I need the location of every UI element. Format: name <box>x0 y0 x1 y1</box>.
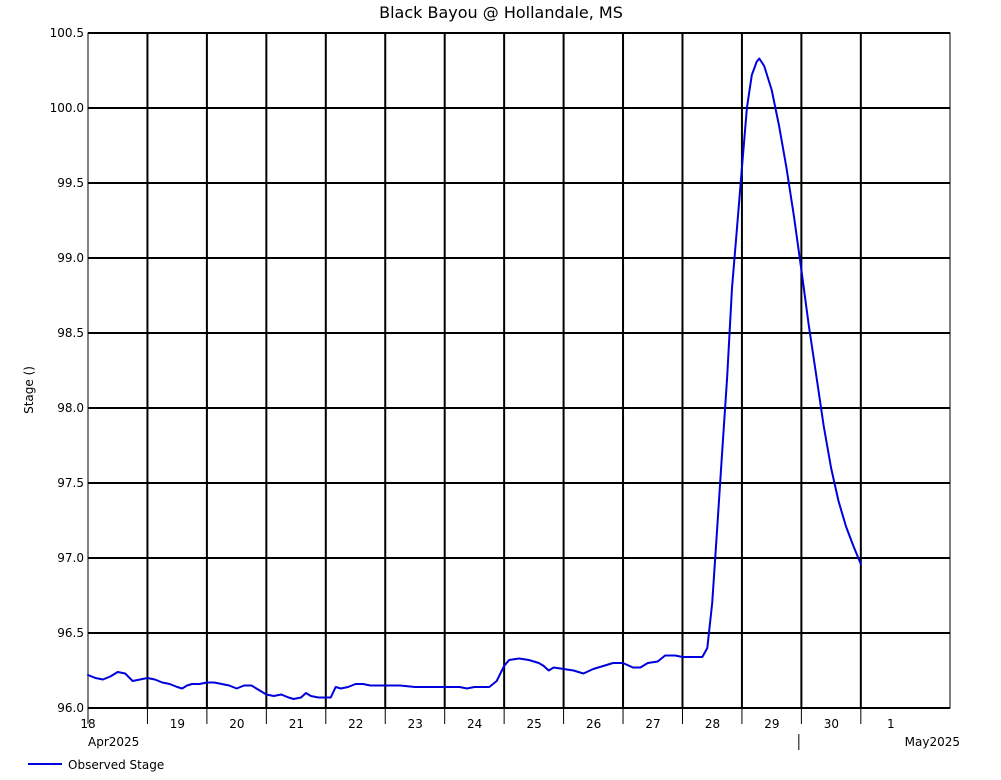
x-tick-label: 28 <box>705 717 720 731</box>
x-tick-label: 22 <box>348 717 363 731</box>
x-tick-label: 1 <box>887 717 895 731</box>
y-axis-label: Stage () <box>22 366 36 414</box>
y-tick-label: 96.0 <box>57 701 84 715</box>
axis-tick-labels: 96.0 96.5 97.0 97.5 98.0 98.5 99.0 99.5 100.0 100… <box>50 26 960 749</box>
x-tick-label: 29 <box>764 717 779 731</box>
x-tick-label: 23 <box>408 717 423 731</box>
x-tick-label: 25 <box>526 717 541 731</box>
y-tick-label: 98.5 <box>57 326 84 340</box>
series-layer <box>87 57 862 700</box>
x-tick-label: 26 <box>586 717 601 731</box>
x-tick-label: 18 <box>80 717 95 731</box>
x-tick-label: 24 <box>467 717 482 731</box>
y-tick-label: 100.0 <box>50 101 84 115</box>
y-tick-label: 99.0 <box>57 251 84 265</box>
y-tick-label: 96.5 <box>57 626 84 640</box>
grid-lines <box>87 32 951 750</box>
x-tick-label: 19 <box>170 717 185 731</box>
y-tick-label: 98.0 <box>57 401 84 415</box>
y-tick-label: 97.0 <box>57 551 84 565</box>
x-tick-label: 27 <box>645 717 660 731</box>
y-tick-label: 100.5 <box>50 26 84 40</box>
x-tick-label: 30 <box>824 717 839 731</box>
month-label-apr: Apr2025 <box>88 735 139 749</box>
month-label-may: May2025 <box>905 735 960 749</box>
y-tick-label: 97.5 <box>57 476 84 490</box>
chart-title: Black Bayou @ Hollandale, MS <box>379 3 623 22</box>
x-tick-label: 20 <box>229 717 244 731</box>
legend: Observed Stage <box>28 758 164 772</box>
x-tick-label: 21 <box>289 717 304 731</box>
y-tick-label: 99.5 <box>57 176 84 190</box>
legend-label-observed-stage: Observed Stage <box>68 758 164 772</box>
series-line-observed-stage <box>87 57 862 700</box>
